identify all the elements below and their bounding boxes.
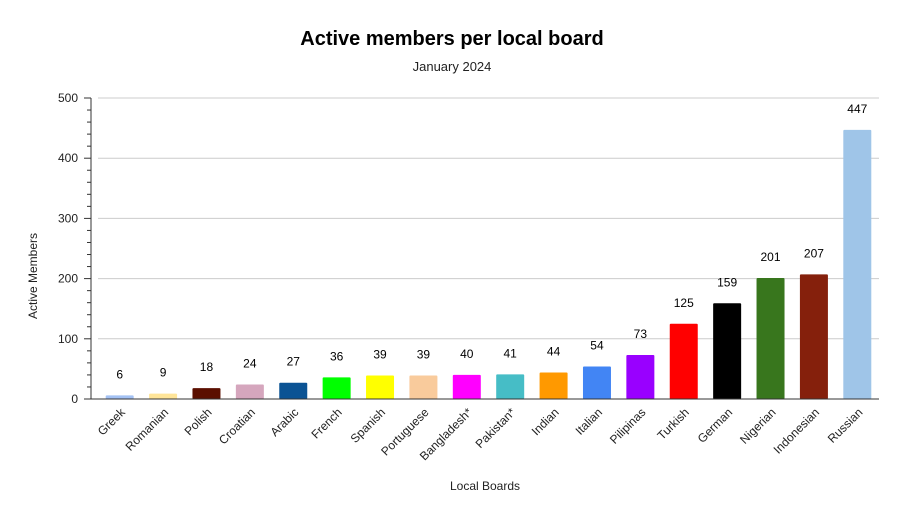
x-tick-label: German xyxy=(695,405,736,446)
data-label: 39 xyxy=(373,348,387,362)
bar xyxy=(322,377,351,399)
x-tick-label: Indian xyxy=(529,405,562,438)
data-label: 40 xyxy=(460,347,474,361)
data-label: 9 xyxy=(160,366,167,380)
y-tick-label: 500 xyxy=(58,91,78,105)
bar xyxy=(149,393,178,399)
gridlines xyxy=(98,97,879,340)
chart-subtitle: January 2024 xyxy=(413,59,492,74)
data-label: 24 xyxy=(243,357,257,371)
bar xyxy=(235,384,264,399)
y-tick-label: 200 xyxy=(58,272,78,286)
bar xyxy=(539,372,568,399)
x-tick-label: Romanian xyxy=(123,405,172,454)
data-label: 18 xyxy=(200,360,214,374)
bar xyxy=(192,388,221,399)
x-tick-label: Pakistan* xyxy=(473,405,519,451)
y-axis-title: Active Members xyxy=(26,233,40,319)
bar xyxy=(452,374,481,399)
data-label: 201 xyxy=(761,250,781,264)
data-label: 6 xyxy=(116,367,123,381)
x-tick-label: Spanish xyxy=(348,405,389,446)
y-tick-label: 300 xyxy=(58,211,78,225)
data-label: 36 xyxy=(330,349,344,363)
y-axis: 0 100 200 300 400 500 xyxy=(58,91,92,406)
data-label: 207 xyxy=(804,246,824,260)
bar xyxy=(409,375,438,399)
x-tick-label: Turkish xyxy=(654,405,691,442)
data-label: 27 xyxy=(287,355,301,369)
bar xyxy=(799,274,828,399)
x-tick-label: French xyxy=(308,405,344,441)
x-tick-label: Polish xyxy=(182,405,215,438)
x-tick-label: Arabic xyxy=(267,405,301,439)
bar xyxy=(279,382,308,399)
bar xyxy=(366,375,395,399)
bar xyxy=(843,129,872,399)
y-tick-label: 100 xyxy=(58,332,78,346)
x-tick-label: Italian xyxy=(573,405,606,438)
bars xyxy=(105,129,872,399)
data-label: 125 xyxy=(674,296,694,310)
x-tick-label: Greek xyxy=(95,405,129,439)
y-tick-label: 400 xyxy=(58,151,78,165)
x-tick-label: Indonesian xyxy=(771,405,822,456)
data-label: 447 xyxy=(847,102,867,116)
data-label: 54 xyxy=(590,338,604,352)
x-tick-label: Pilipinas xyxy=(607,405,649,447)
data-label: 159 xyxy=(717,275,737,289)
bar xyxy=(582,366,611,399)
bar xyxy=(756,277,785,399)
bar xyxy=(105,395,134,399)
bar xyxy=(669,323,698,399)
data-label: 41 xyxy=(504,346,518,360)
x-tick-label: Nigerian xyxy=(737,405,779,447)
y-tick-label: 0 xyxy=(71,392,78,406)
data-label: 44 xyxy=(547,345,561,359)
x-axis-title: Local Boards xyxy=(450,479,520,493)
data-labels: 6 9 18 24 27 36 39 39 40 41 44 54 73 125 159 201 207 447 xyxy=(116,102,867,381)
bar xyxy=(713,303,742,399)
chart-title: Active members per local board xyxy=(300,28,603,50)
x-tick-label: Croatian xyxy=(216,405,258,447)
data-label: 39 xyxy=(417,348,431,362)
bar xyxy=(496,374,525,399)
bar xyxy=(626,355,655,399)
x-tick-label: Russian xyxy=(825,405,866,446)
data-label: 73 xyxy=(634,327,648,341)
